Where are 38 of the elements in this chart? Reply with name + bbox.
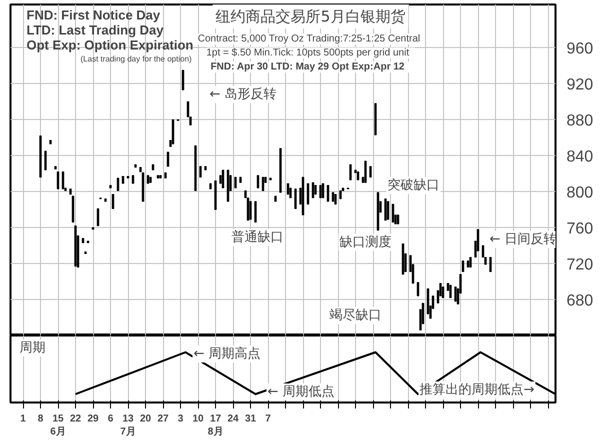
- x-tick-label: 17 8月: [208, 414, 224, 438]
- annotation: 普通缺口: [232, 229, 284, 245]
- x-tick-label: 29: [87, 414, 99, 424]
- annotation: ← 岛形反转: [210, 87, 277, 102]
- y-tick-label: 880: [566, 112, 594, 130]
- annotation: (Last trading day for the option): [80, 54, 192, 64]
- annotation: Opt Exp: Option Expiration: [26, 38, 194, 52]
- annotation: ← 周期高点: [194, 346, 261, 362]
- x-tick-label: 24: [227, 414, 239, 424]
- x-tick-label: 8: [38, 414, 44, 424]
- x-tick-label: 10: [192, 414, 204, 424]
- x-tick-label: 27: [157, 414, 169, 424]
- x-tick-label: 31: [244, 414, 256, 424]
- y-tick-label: 800: [566, 184, 594, 202]
- text: Contract: 5,000 Troy Oz Trading:7:25-1:25 Central 1pt = $.50 Min.Tick: 10pts 500pts per grid unit FND: Apr 30 LTD: May 29 Opt Exp:Apr 12: [198, 34, 420, 72]
- annotation: 竭尽缺口: [330, 308, 382, 323]
- annotation: ← 周期低点: [268, 384, 335, 400]
- y-tick-label: 920: [566, 76, 594, 94]
- x-tick-label: 13 7月: [120, 414, 136, 438]
- annotation: FND: First Notice Day: [26, 8, 161, 22]
- annotation: 周期: [20, 340, 46, 356]
- y-tick-label: 760: [566, 220, 594, 238]
- y-tick-label: 840: [566, 148, 594, 166]
- x-tick-label: 6: [108, 414, 114, 424]
- x-tick-label: 20: [140, 414, 152, 424]
- annotation: 推算出的周期低点→: [420, 382, 534, 398]
- x-tick-label: 3: [178, 414, 184, 424]
- annotation: LTD: Last Trading Day: [26, 22, 164, 38]
- y-tick-label: 680: [566, 292, 594, 310]
- x-tick-label: 15 6月: [50, 414, 66, 438]
- y-tick-label: 720: [566, 256, 594, 274]
- x-tick-label: 1: [20, 414, 26, 424]
- x-tick-label: 7: [265, 414, 272, 424]
- chart-title: 纽约商品交易所5月白银期货: [216, 8, 406, 26]
- x-tick-label: 22: [70, 414, 82, 424]
- y-tick-label: 960: [566, 40, 594, 58]
- annotation: 突破缺口: [388, 178, 440, 193]
- annotation: 缺口测度: [340, 234, 392, 250]
